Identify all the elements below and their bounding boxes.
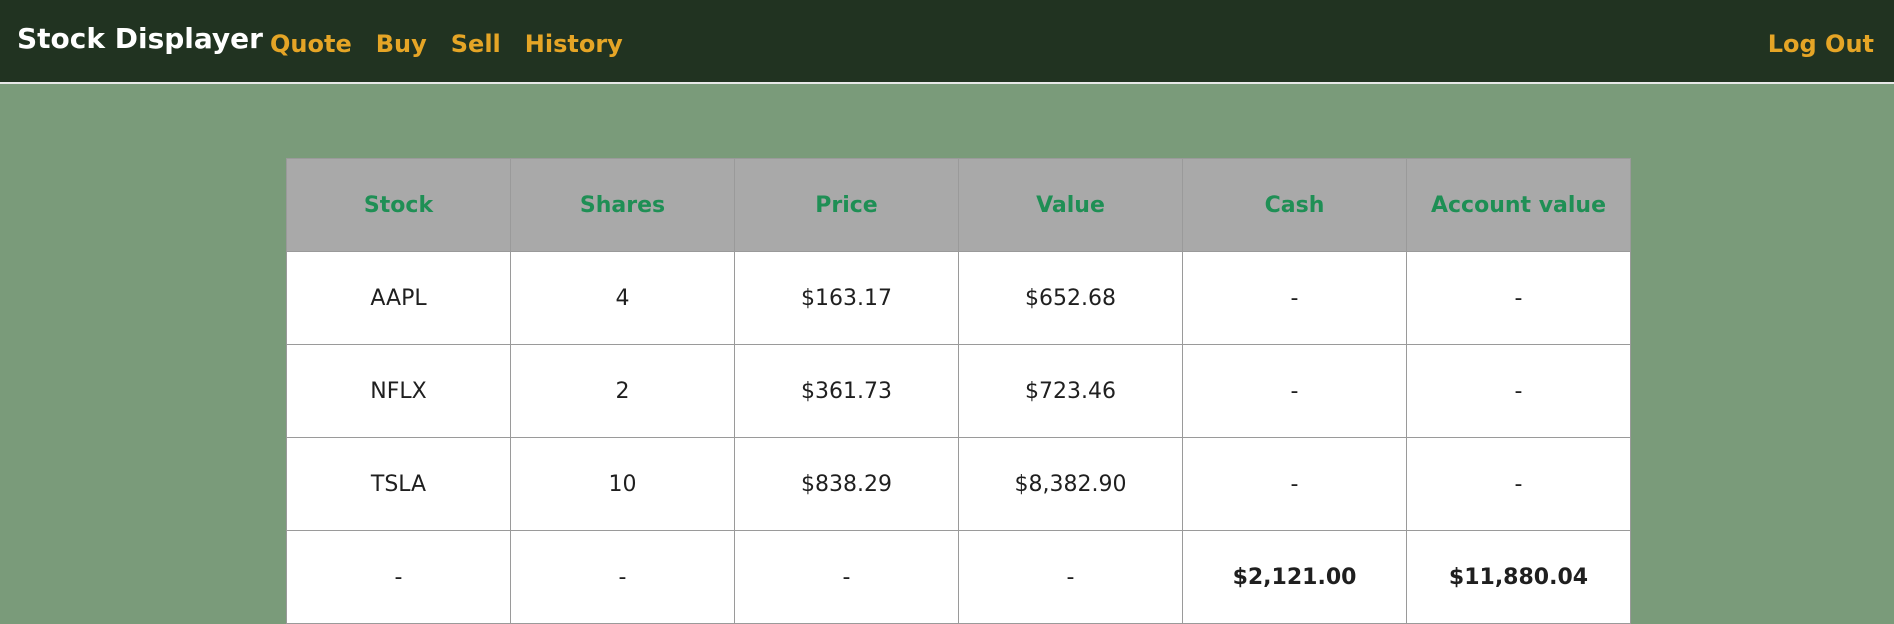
- brand-link[interactable]: Stock Displayer: [17, 22, 263, 55]
- cell-stock: TSLA: [286, 437, 511, 531]
- header-stock: Stock: [286, 158, 511, 252]
- table-row: AAPL 4 $163.17 $652.68 - -: [286, 251, 1631, 345]
- cell-stock: AAPL: [286, 251, 511, 345]
- cell-shares: 4: [510, 251, 735, 345]
- cell-account-value: -: [1406, 437, 1631, 531]
- header-shares: Shares: [510, 158, 735, 252]
- top-navbar: Stock Displayer Quote Buy Sell History L…: [0, 0, 1894, 84]
- table-row: TSLA 10 $838.29 $8,382.90 - -: [286, 437, 1631, 531]
- table-row-totals: - - - - $2,121.00 $11,880.04: [286, 530, 1631, 624]
- cell-value: $652.68: [958, 251, 1183, 345]
- header-value: Value: [958, 158, 1183, 252]
- cell-shares: 10: [510, 437, 735, 531]
- cell-price: $163.17: [734, 251, 959, 345]
- cell-value: $8,382.90: [958, 437, 1183, 531]
- table-header-row: Stock Shares Price Value Cash Account va…: [286, 158, 1631, 252]
- cell-cash: -: [1182, 344, 1407, 438]
- cell-stock: NFLX: [286, 344, 511, 438]
- nav-history-link[interactable]: History: [524, 30, 623, 58]
- nav-links: Quote Buy Sell History: [270, 25, 623, 63]
- cell-price: $838.29: [734, 437, 959, 531]
- header-account-value: Account value: [1406, 158, 1631, 252]
- cell-value: -: [958, 530, 1183, 624]
- table-row: NFLX 2 $361.73 $723.46 - -: [286, 344, 1631, 438]
- header-price: Price: [734, 158, 959, 252]
- cell-total-account-value: $11,880.04: [1406, 530, 1631, 624]
- cell-cash: -: [1182, 251, 1407, 345]
- logout-link[interactable]: Log Out: [1767, 30, 1874, 58]
- cell-total-cash: $2,121.00: [1182, 530, 1407, 624]
- portfolio-table-body: AAPL 4 $163.17 $652.68 - - NFLX 2 $361.7…: [286, 251, 1631, 624]
- cell-account-value: -: [1406, 344, 1631, 438]
- portfolio-table: Stock Shares Price Value Cash Account va…: [286, 158, 1631, 624]
- cell-value: $723.46: [958, 344, 1183, 438]
- cell-price: $361.73: [734, 344, 959, 438]
- nav-sell-link[interactable]: Sell: [450, 30, 501, 58]
- header-cash: Cash: [1182, 158, 1407, 252]
- nav-quote-link[interactable]: Quote: [270, 30, 352, 58]
- cell-shares: 2: [510, 344, 735, 438]
- cell-shares: -: [510, 530, 735, 624]
- cell-cash: -: [1182, 437, 1407, 531]
- nav-buy-link[interactable]: Buy: [375, 30, 427, 58]
- cell-account-value: -: [1406, 251, 1631, 345]
- cell-stock: -: [286, 530, 511, 624]
- portfolio-section: Stock Shares Price Value Cash Account va…: [286, 158, 1631, 624]
- portfolio-table-head: Stock Shares Price Value Cash Account va…: [286, 158, 1631, 252]
- cell-price: -: [734, 530, 959, 624]
